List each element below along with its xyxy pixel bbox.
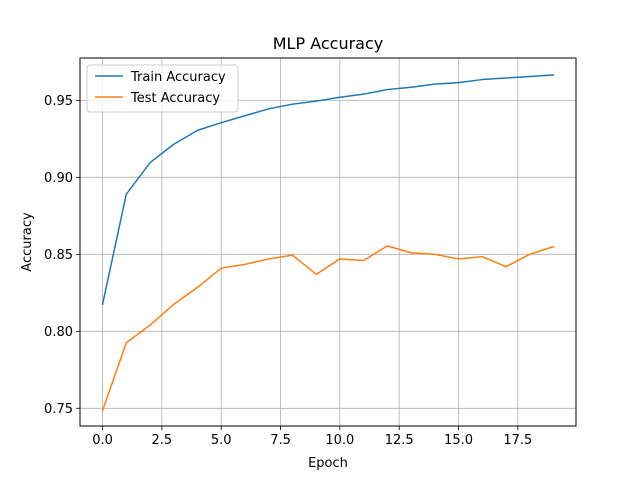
series-line-train-accuracy — [101, 74, 555, 306]
series-line-test-accuracy — [101, 245, 555, 412]
plot-frame — [79, 57, 577, 427]
x-tick-label: 17.5 — [503, 433, 532, 448]
y-tick-label: 0.85 — [44, 248, 73, 263]
legend-label-test-accuracy: Test Accuracy — [130, 91, 220, 106]
grid-lines — [80, 58, 576, 426]
y-tick-label: 0.95 — [44, 94, 73, 109]
legend-label-train-accuracy: Train Accuracy — [130, 70, 226, 85]
x-axis-label: Epoch — [308, 456, 348, 471]
series-lines — [101, 74, 555, 412]
legend: Train Accuracy Test Accuracy — [86, 64, 239, 113]
axis-ticks: 0.0 2.5 5.0 7.5 10.0 12.5 15.0 17.5 0.75 0.80 0.85… — [44, 94, 532, 448]
x-tick-label: 7.5 — [270, 433, 291, 448]
y-tick-label: 0.80 — [44, 325, 73, 340]
x-tick-label: 5.0 — [211, 433, 232, 448]
x-tick-label: 10.0 — [325, 433, 354, 448]
y-tick-label: 0.90 — [44, 171, 73, 186]
y-axis-label: Accuracy — [20, 212, 35, 272]
x-tick-label: 12.5 — [385, 433, 414, 448]
chart-title: MLP Accuracy — [273, 34, 384, 53]
x-tick-label: 0.0 — [92, 433, 113, 448]
legend-box — [86, 64, 239, 113]
y-tick-label: 0.75 — [44, 402, 73, 417]
x-tick-label: 2.5 — [152, 433, 173, 448]
x-tick-label: 15.0 — [444, 433, 473, 448]
